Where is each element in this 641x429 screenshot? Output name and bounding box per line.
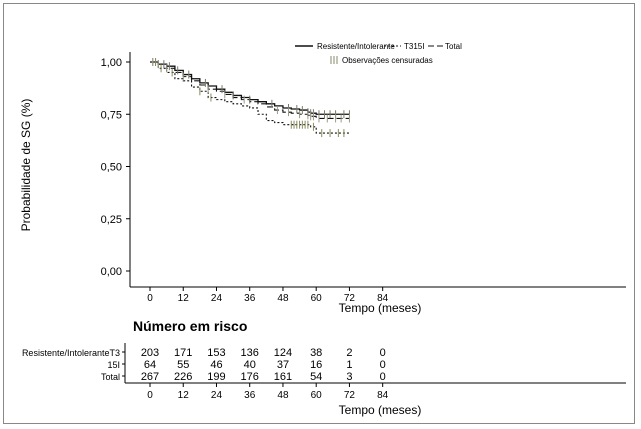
y-tick-label: 0,25 [101, 214, 122, 226]
risk-row-label: Resistente/IntoleranteT3 [22, 348, 120, 358]
x-tick-label: 48 [277, 293, 289, 304]
risk-count: 0 [380, 359, 386, 371]
legend-label-resistente: Resistente/Intolerante [317, 42, 395, 51]
risk-x-axis-label: Tempo (meses) [339, 403, 422, 417]
risk-count: 2 [346, 347, 352, 359]
risk-count: 40 [244, 359, 256, 371]
legend-label-t315i: T315I [404, 42, 424, 51]
risk-count: 161 [274, 371, 292, 383]
figure-frame [3, 3, 635, 424]
y-tick-label: 1,00 [101, 57, 122, 69]
y-tick-label: 0,50 [101, 162, 122, 174]
y-tick-label: 0,00 [101, 266, 122, 278]
legend-label-total: Total [445, 42, 462, 51]
legend-censor-label: Observações censuradas [342, 56, 433, 65]
y-axis-label: Probabilidade de SG (%) [19, 99, 33, 232]
risk-count: 267 [141, 371, 159, 383]
risk-x-tick-label: 84 [377, 390, 389, 401]
risk-count: 136 [241, 347, 259, 359]
risk-x-tick-label: 60 [311, 390, 323, 401]
x-tick-label: 36 [244, 293, 256, 304]
risk-count: 0 [380, 347, 386, 359]
risk-x-tick-label: 48 [277, 390, 289, 401]
risk-count: 46 [210, 359, 222, 371]
risk-count: 55 [177, 359, 189, 371]
risk-count: 203 [141, 347, 159, 359]
risk-x-tick-label: 24 [211, 390, 223, 401]
y-tick-label: 0,75 [101, 109, 122, 121]
risk-table-title: Número em risco [133, 318, 248, 334]
risk-count: 124 [274, 347, 292, 359]
risk-count: 3 [346, 371, 352, 383]
x-tick-label: 60 [311, 293, 323, 304]
risk-count: 16 [310, 359, 322, 371]
x-tick-label: 24 [211, 293, 223, 304]
x-tick-label: 84 [377, 293, 389, 304]
risk-count: 38 [310, 347, 322, 359]
risk-count: 171 [174, 347, 192, 359]
risk-count: 1 [346, 359, 352, 371]
risk-x-tick-label: 72 [344, 390, 356, 401]
x-tick-label: 12 [178, 293, 190, 304]
risk-count: 226 [174, 371, 192, 383]
risk-count: 37 [277, 359, 289, 371]
risk-count: 176 [241, 371, 259, 383]
x-tick-label: 0 [147, 293, 153, 304]
risk-count: 0 [380, 371, 386, 383]
x-tick-label: 72 [344, 293, 356, 304]
risk-x-tick-label: 36 [244, 390, 256, 401]
risk-x-tick-label: 12 [178, 390, 190, 401]
risk-row-label: Total [101, 372, 120, 382]
risk-row-label: 15I [107, 360, 120, 370]
risk-count: 54 [310, 371, 322, 383]
risk-count: 153 [207, 347, 225, 359]
risk-x-tick-label: 0 [147, 390, 153, 401]
risk-count: 64 [144, 359, 156, 371]
x-axis-label: Tempo (meses) [339, 301, 422, 315]
risk-count: 199 [207, 371, 225, 383]
